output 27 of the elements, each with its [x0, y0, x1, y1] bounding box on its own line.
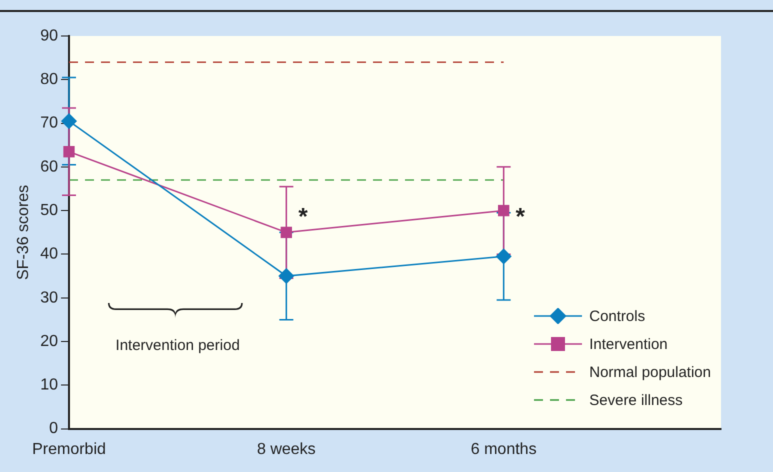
y-axis-title: SF-36 scores: [15, 184, 32, 280]
point: [280, 226, 292, 238]
legend-label: Severe illness: [589, 392, 683, 408]
y-tick-label: 40: [40, 246, 58, 263]
x-tick-label: 8 weeks: [256, 440, 316, 458]
y-tick-label: 90: [40, 27, 58, 44]
point: [498, 204, 510, 216]
y-tick-label: 70: [40, 114, 58, 132]
y-tick-label: 80: [40, 71, 58, 88]
y-tick-label: 0: [49, 420, 58, 438]
point: [60, 113, 77, 130]
point: [278, 268, 294, 284]
x-tick-label: 6 months: [470, 440, 537, 458]
legend-label: Controls: [589, 308, 646, 324]
y-tick-label: 60: [40, 158, 58, 176]
y-tick-label: 20: [40, 332, 58, 350]
annotation: Intervention period: [116, 337, 240, 354]
point: [63, 146, 75, 158]
annotation: *: [516, 204, 526, 231]
y-tick-label: 30: [40, 289, 58, 306]
y-tick-label: 50: [40, 202, 58, 219]
point: [496, 248, 512, 264]
x-tick-label: Premorbid: [32, 440, 106, 458]
legend-label: Normal population: [589, 364, 711, 380]
legend-label: Intervention: [589, 336, 668, 352]
y-tick-label: 10: [40, 376, 58, 394]
annotation: *: [298, 204, 308, 231]
